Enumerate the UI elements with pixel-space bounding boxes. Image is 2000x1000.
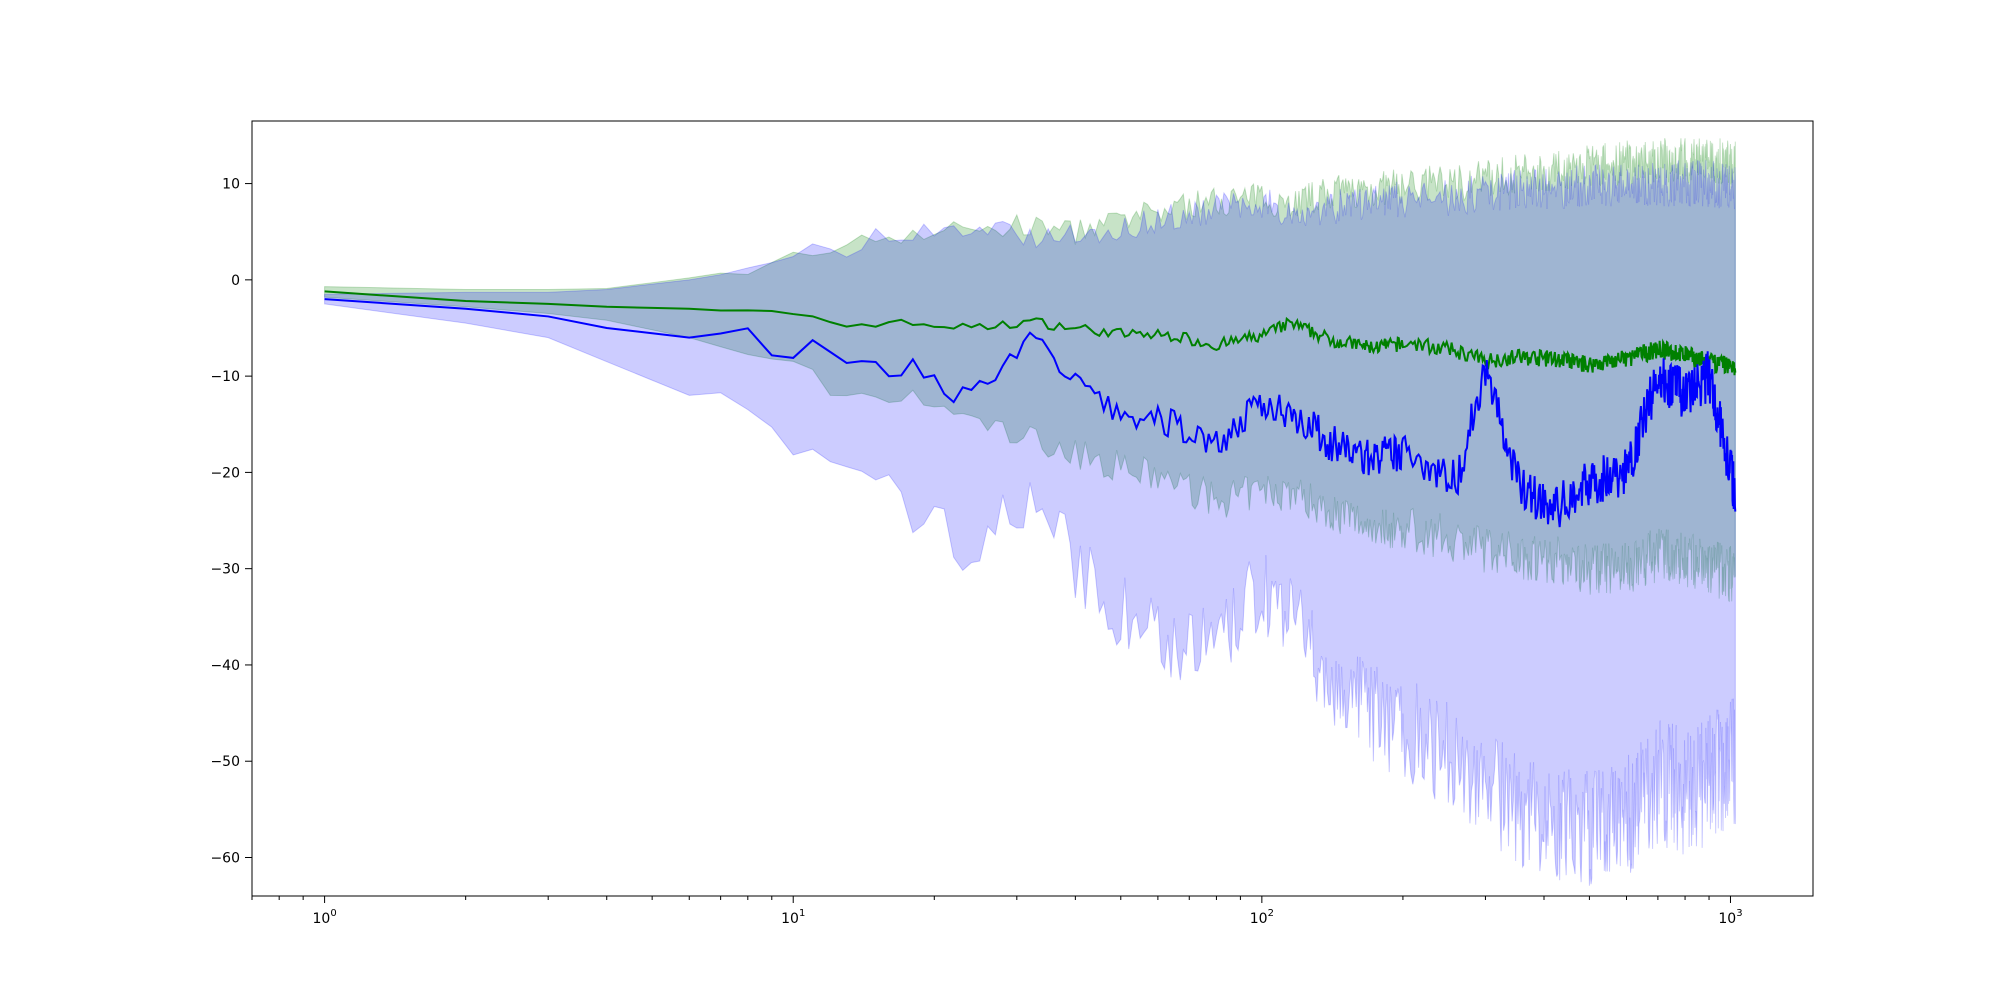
mean-line-2 xyxy=(324,298,1737,528)
x-axis: 100 101 102 103 xyxy=(251,896,1743,927)
x-tick-label: 102 xyxy=(1250,908,1274,927)
y-tick-label: −60 xyxy=(210,850,240,866)
x-tick-label: 103 xyxy=(1718,908,1742,927)
y-tick-label: −30 xyxy=(210,562,240,578)
plot-frame xyxy=(251,120,1814,897)
y-tick-label: −50 xyxy=(210,754,240,770)
confidence-band-1 xyxy=(324,138,1736,603)
mean-line-1 xyxy=(324,290,1737,376)
x-tick-label: 100 xyxy=(312,908,336,927)
y-tick-label: −10 xyxy=(210,369,240,385)
y-axis: 10 0 −10 −20 −30 −40 −50 −60 xyxy=(210,177,252,866)
y-tick-label: 0 xyxy=(231,273,240,289)
y-tick-label: −40 xyxy=(210,658,240,674)
y-tick-label: 10 xyxy=(222,177,240,193)
mean-lines xyxy=(324,290,1737,528)
x-tick-label: 101 xyxy=(781,908,805,927)
y-tick-label: −20 xyxy=(210,465,240,481)
